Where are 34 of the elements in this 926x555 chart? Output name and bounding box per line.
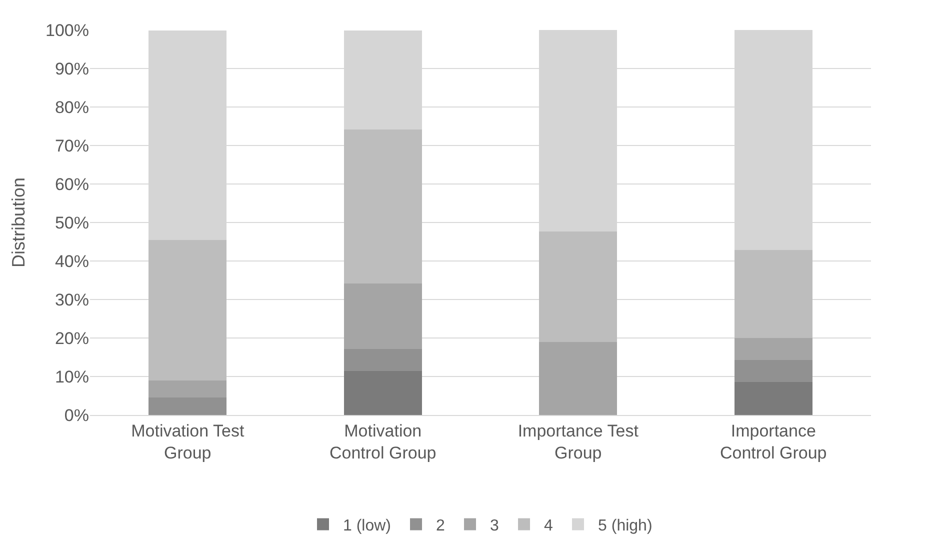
bar — [734, 360, 812, 382]
bar — [539, 232, 618, 342]
y-axis-title: Distribution — [8, 177, 29, 268]
y-tick-label: 100% — [46, 20, 89, 40]
bar — [344, 283, 422, 350]
bar — [344, 371, 422, 415]
legend-label: 5 (high) — [598, 518, 652, 535]
x-tick-label: Importance Test Group — [518, 421, 639, 462]
bar — [148, 240, 227, 380]
x-tick-label: Motivation Control Group — [329, 421, 436, 462]
legend-label: 2 — [436, 518, 446, 535]
bar — [148, 398, 227, 415]
bar — [344, 129, 422, 284]
y-tick-label: 60% — [54, 174, 89, 194]
y-tick-label: 70% — [54, 136, 89, 156]
x-tick-label: Motivation Test Group — [131, 421, 244, 462]
y-tick-label: 10% — [54, 367, 89, 386]
x-tick-label: Importance Control Group — [720, 421, 827, 462]
legend-label: 1 (low) — [343, 518, 392, 535]
y-tick-label: 80% — [54, 98, 89, 117]
y-tick-label: 40% — [54, 252, 89, 271]
bar — [734, 382, 812, 415]
legend-label: 3 — [490, 518, 500, 535]
bar — [344, 349, 422, 372]
bar — [148, 380, 227, 398]
y-tick-label: 50% — [54, 213, 89, 232]
y-tick-label: 20% — [54, 328, 89, 348]
legend-label: 4 — [544, 518, 554, 535]
y-tick-label: 90% — [54, 59, 89, 78]
bar — [539, 342, 618, 415]
y-tick-label: 30% — [54, 290, 89, 310]
y-tick-label: 0% — [64, 406, 89, 425]
bar — [734, 338, 812, 360]
bar — [734, 250, 812, 338]
